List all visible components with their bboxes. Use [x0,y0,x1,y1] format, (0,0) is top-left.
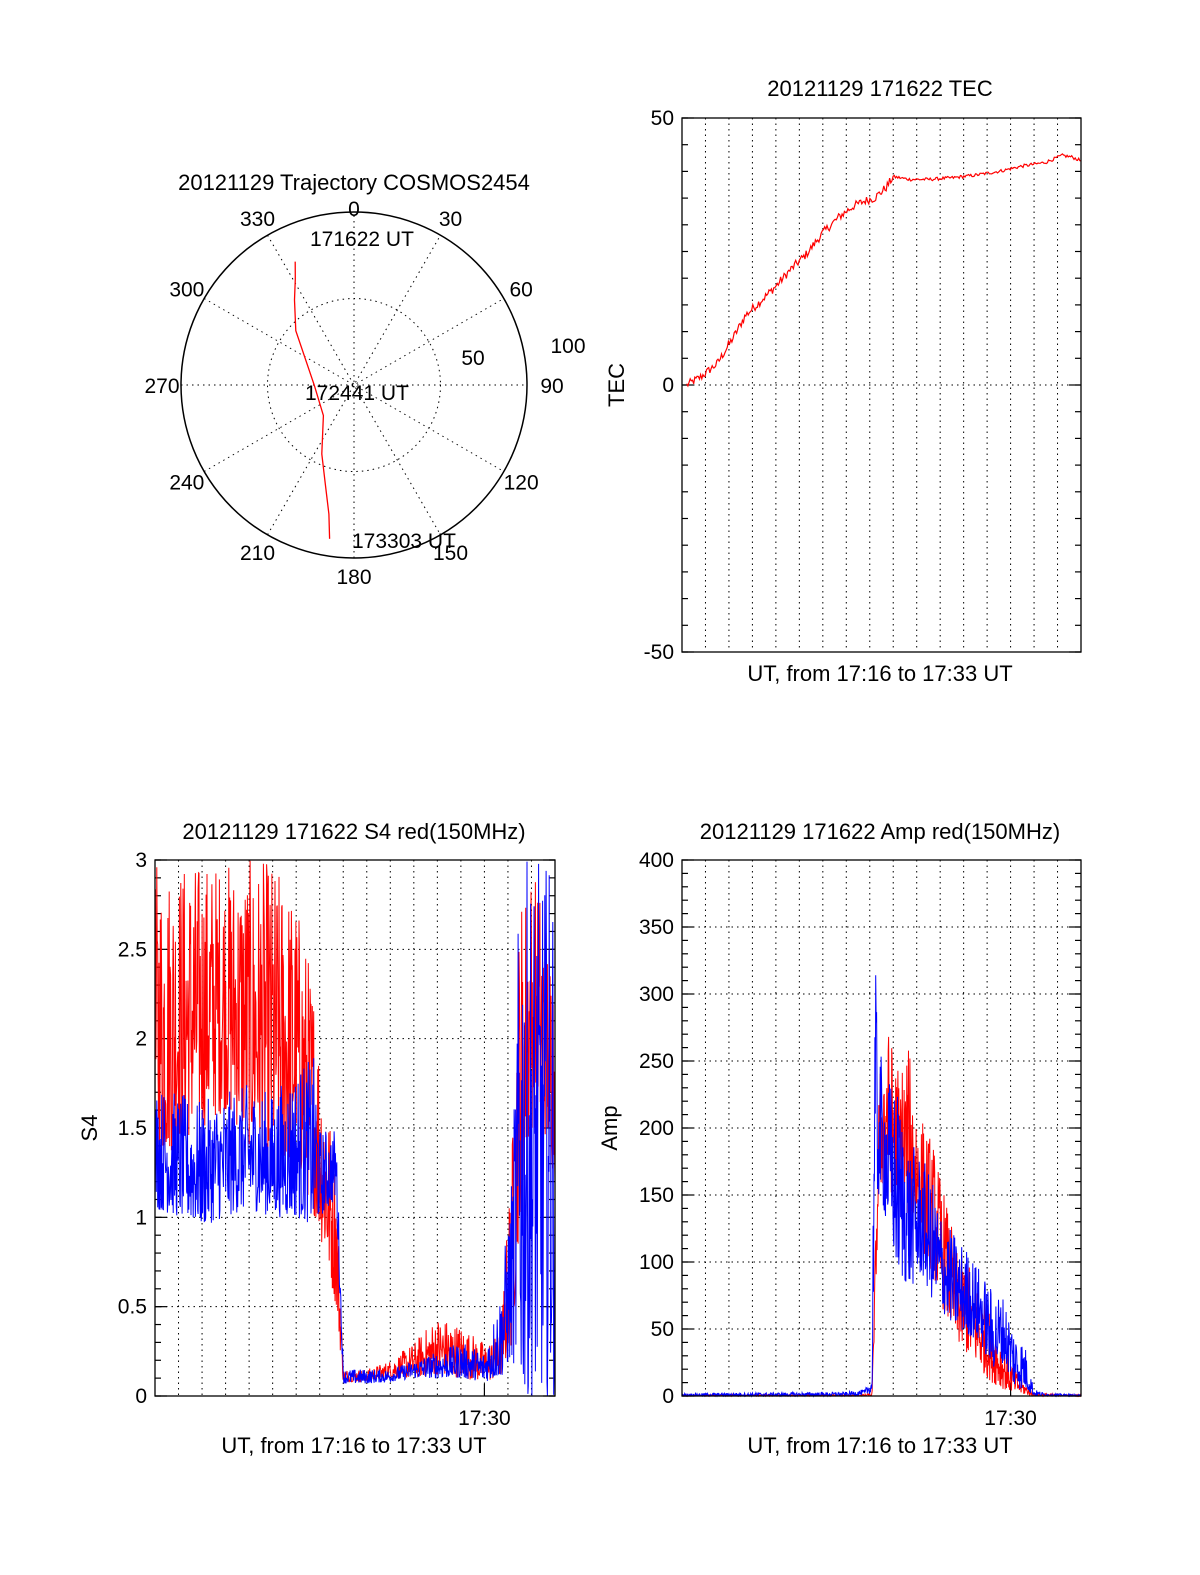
y-tick-label-300: 300 [639,983,674,1006]
s4-y-label: S4 [77,1115,102,1142]
trajectory-track [293,261,331,539]
azimuth-label-270: 270 [144,375,179,398]
tec-grid [682,117,1081,653]
azimuth-label-180: 180 [336,566,371,589]
amp-blue-series [681,975,1082,1398]
polar-azimuth-labels: 0 30 60 90 120 150 180 210 240 270 300 330 [144,198,563,589]
y-tick-label-1.5: 1.5 [118,1117,147,1140]
azimuth-label-90: 90 [540,375,563,398]
y-tick-label-350: 350 [639,916,674,939]
y-tick-label-400: 400 [639,849,674,872]
y-tick-label-250: 250 [639,1050,674,1073]
y-tick-label-0.5: 0.5 [118,1296,147,1319]
azimuth-label-60: 60 [509,279,532,302]
amp-y-ticks: 0 50 100 150 200 250 300 350 400 [639,849,1081,1408]
amp-x-tick-1730: 17:30 [984,1407,1037,1430]
y-tick-label-200: 200 [639,1117,674,1140]
tec-y-label: TEC [604,363,629,407]
s4-y-ticks: 0 0.5 1 1.5 2 2.5 3 [118,849,555,1408]
s4-x-label: UT, from 17:16 to 17:33 UT [221,1433,486,1458]
polar-grid [180,211,528,559]
tec-title: 20121129 171622 TEC [767,76,993,101]
s4-blue-series [154,861,556,1397]
s4-plot-frame [154,859,556,1397]
azimuth-label-30: 30 [439,208,462,231]
y-tick-label-100: 100 [639,1251,674,1274]
azimuth-label-150: 150 [433,542,468,565]
trajectory-polar-chart: 20121129 Trajectory COSMOS2454 0 30 60 90 12… [144,170,585,589]
amp-title: 20121129 171622 Amp red(150MHz) [700,819,1060,844]
amp-grid [682,859,1081,1397]
y-tick-label-150: 150 [639,1184,674,1207]
s4-title: 20121129 171622 S4 red(150MHz) [182,819,525,844]
azimuth-label-300: 300 [169,279,204,302]
y-tick-label-0: 0 [662,374,674,397]
y-tick-label--50: -50 [644,641,674,664]
trajectory-end-label: 173303 UT [352,530,456,553]
radial-label-50: 50 [461,347,484,370]
amp-plot-frame [681,859,1082,1397]
tec-x-label: UT, from 17:16 to 17:33 UT [747,661,1012,686]
y-tick-label-0: 0 [662,1385,674,1408]
y-tick-label-3: 3 [135,849,147,872]
azimuth-label-120: 120 [504,472,539,495]
amp-x-label: UT, from 17:16 to 17:33 UT [747,1433,1012,1458]
y-tick-label-2: 2 [135,1028,147,1051]
tec-series-line [686,153,1082,388]
s4-x-tick-1730: 17:30 [458,1407,511,1430]
tec-plot-frame [681,117,1082,653]
trajectory-start-label: 171622 UT [310,228,414,251]
azimuth-label-0: 0 [348,198,360,221]
tec-y-ticks: 50 0 -50 [644,107,1081,664]
azimuth-label-330: 330 [240,208,275,231]
y-tick-label-1: 1 [135,1206,147,1229]
amp-y-label: Amp [597,1105,622,1150]
tec-chart: 20121129 171622 TEC 50 0 -50 TEC UT, from … [604,76,1082,686]
azimuth-label-240: 240 [169,472,204,495]
s4-chart: 20121129 171622 S4 red(150MHz) 0 0.5 1 1.5 2… [77,819,556,1458]
y-tick-label-50: 50 [651,107,674,130]
azimuth-label-210: 210 [240,542,275,565]
y-tick-label-50: 50 [651,1318,674,1341]
radial-label-100: 100 [550,335,585,358]
trajectory-title: 20121129 Trajectory COSMOS2454 [178,170,530,195]
y-tick-label-2.5: 2.5 [118,938,147,961]
y-tick-label-0: 0 [135,1385,147,1408]
amp-chart: 20121129 171622 Amp red(150MHz) 0 50 100 15… [597,819,1082,1458]
trajectory-middle-label: 172441 UT [305,382,409,405]
